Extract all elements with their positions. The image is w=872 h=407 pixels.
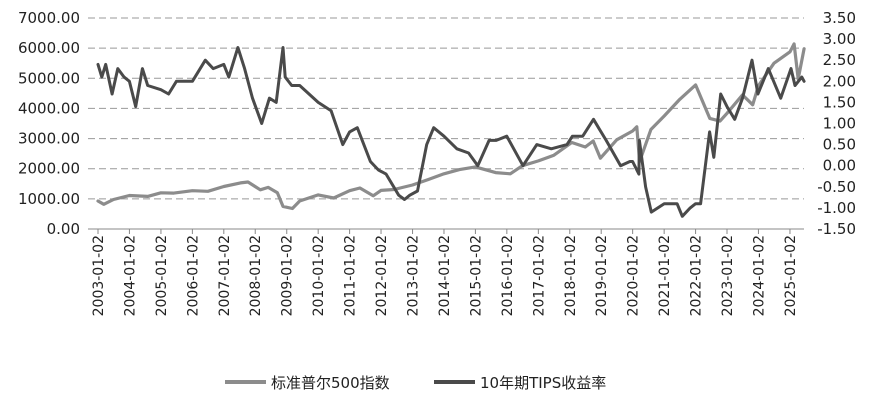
x-tick-label: 2017-01-02 — [531, 235, 547, 316]
x-tick-label: 2018-01-02 — [563, 235, 579, 316]
right-tick-label: 3.00 — [823, 30, 856, 48]
right-tick-label: 0.50 — [823, 136, 856, 154]
left-tick-label: 2000.00 — [18, 160, 80, 178]
left-tick-label: 3000.00 — [18, 130, 80, 148]
left-tick-label: 6000.00 — [18, 39, 80, 57]
series-line-sp500 — [96, 42, 806, 211]
x-tick-label: 2012-01-02 — [374, 235, 390, 316]
left-tick-label: 4000.00 — [18, 99, 80, 117]
x-tick-label: 2024-01-02 — [751, 235, 767, 316]
x-tick-label: 2015-01-02 — [468, 235, 484, 316]
right-tick-label: 3.50 — [823, 9, 856, 27]
right-tick-label: -1.50 — [817, 220, 856, 238]
left-tick-label: 7000.00 — [18, 9, 80, 27]
x-tick-label: 2022-01-02 — [689, 235, 705, 316]
right-tick-label: -0.50 — [817, 178, 856, 196]
x-tick-label: 2023-01-02 — [720, 235, 736, 316]
series-line-tips — [96, 46, 806, 218]
x-tick-label: 2003-01-02 — [91, 235, 107, 316]
legend-label-tips: 10年期TIPS收益率 — [480, 374, 606, 392]
left-tick-label: 1000.00 — [18, 190, 80, 208]
right-tick-label: 2.50 — [823, 51, 856, 69]
left-y-axis: 0.00 1000.00 2000.00 3000.00 4000.00 5000.00 6… — [18, 9, 80, 238]
grid-lines — [88, 17, 804, 230]
x-axis: 2003-01-02 2004-01-02 2005-01-02 2006-01-02… — [91, 229, 799, 316]
left-tick-label: 0.00 — [47, 220, 80, 238]
series-lines — [96, 42, 806, 218]
legend-label-sp500: 标准普尔500指数 — [271, 374, 390, 392]
x-tick-label: 2008-01-02 — [248, 235, 264, 316]
legend: 标准普尔500指数 10年期TIPS收益率 — [225, 374, 606, 392]
x-tick-label: 2016-01-02 — [500, 235, 516, 316]
x-tick-label: 2010-01-02 — [311, 235, 327, 316]
x-tick-label: 2019-01-02 — [594, 235, 610, 316]
x-tick-label: 2021-01-02 — [657, 235, 673, 316]
x-tick-label: 2011-01-02 — [343, 235, 359, 316]
x-tick-label: 2007-01-02 — [217, 235, 233, 316]
x-tick-label: 2013-01-02 — [406, 235, 422, 316]
x-tick-label: 2006-01-02 — [185, 235, 201, 316]
x-tick-label: 2005-01-02 — [154, 235, 170, 316]
x-tick-label: 2014-01-02 — [437, 235, 453, 316]
x-tick-label: 2020-01-02 — [626, 235, 642, 316]
right-tick-label: 0.00 — [823, 157, 856, 175]
x-tick-label: 2004-01-02 — [122, 235, 138, 316]
x-tick-label: 2009-01-02 — [280, 235, 296, 316]
x-tick-label: 2025-01-02 — [783, 235, 799, 316]
right-tick-label: 2.00 — [823, 72, 856, 90]
right-tick-label: 1.50 — [823, 93, 856, 111]
right-y-axis: -1.50 -1.00 -0.50 0.00 0.50 1.00 1.50 2.00 2.50 3… — [817, 9, 856, 238]
right-tick-label: 1.00 — [823, 115, 856, 133]
left-tick-label: 5000.00 — [18, 69, 80, 87]
right-tick-label: -1.00 — [817, 199, 856, 217]
